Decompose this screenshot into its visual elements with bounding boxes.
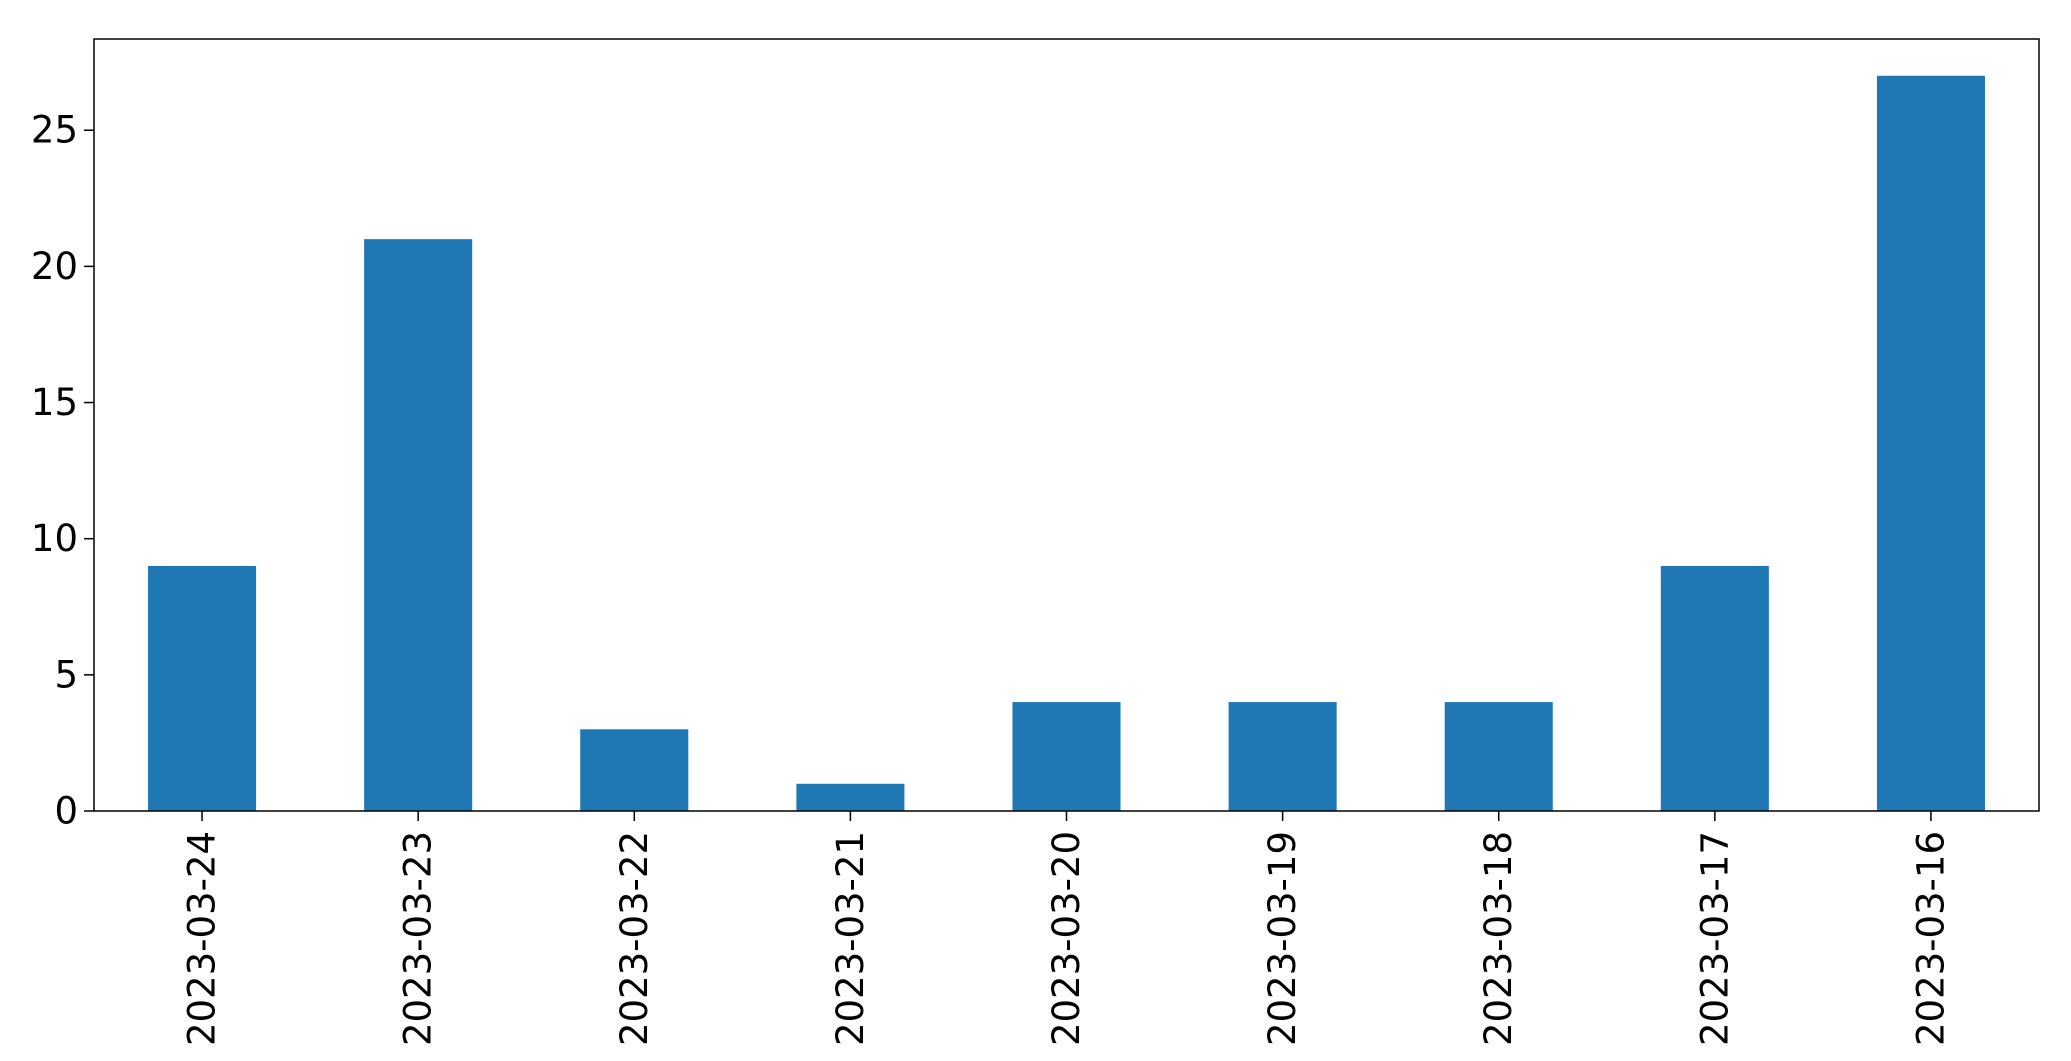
bar-2023-03-23 xyxy=(364,239,473,812)
x-tick-label: 2023-03-18 xyxy=(1477,831,1520,1046)
bar-2023-03-18 xyxy=(1444,702,1553,811)
y-tick-label: 25 xyxy=(31,109,78,152)
x-tick-label: 2023-03-20 xyxy=(1045,831,1088,1046)
bar-2023-03-20 xyxy=(1012,702,1121,811)
y-tick-label: 10 xyxy=(31,517,78,560)
bar-2023-03-16 xyxy=(1876,75,1985,811)
y-tick-label: 0 xyxy=(54,790,78,833)
bar-2023-03-17 xyxy=(1660,565,1769,811)
x-tick-label: 2023-03-21 xyxy=(829,831,872,1046)
x-tick-label: 2023-03-16 xyxy=(1909,831,1952,1046)
bars-layer xyxy=(148,75,1985,812)
bar-2023-03-19 xyxy=(1228,702,1337,811)
bar-2023-03-24 xyxy=(148,565,257,811)
axes-layer: 2023-03-24 2023-03-23 2023-03-22 2023-03-21… xyxy=(31,109,1953,1046)
bar-2023-03-22 xyxy=(580,729,689,811)
y-tick-label: 15 xyxy=(31,381,78,424)
x-tick-label: 2023-03-19 xyxy=(1261,831,1304,1046)
x-tick-label: 2023-03-22 xyxy=(613,831,656,1046)
x-tick-label: 2023-03-23 xyxy=(397,831,440,1046)
y-tick-label: 20 xyxy=(31,245,78,288)
x-tick-label: 2023-03-24 xyxy=(181,831,224,1046)
y-tick-label: 5 xyxy=(54,653,78,696)
bar-2023-03-21 xyxy=(796,783,905,811)
x-tick-label: 2023-03-17 xyxy=(1693,831,1736,1046)
plot-frame xyxy=(93,38,2040,812)
